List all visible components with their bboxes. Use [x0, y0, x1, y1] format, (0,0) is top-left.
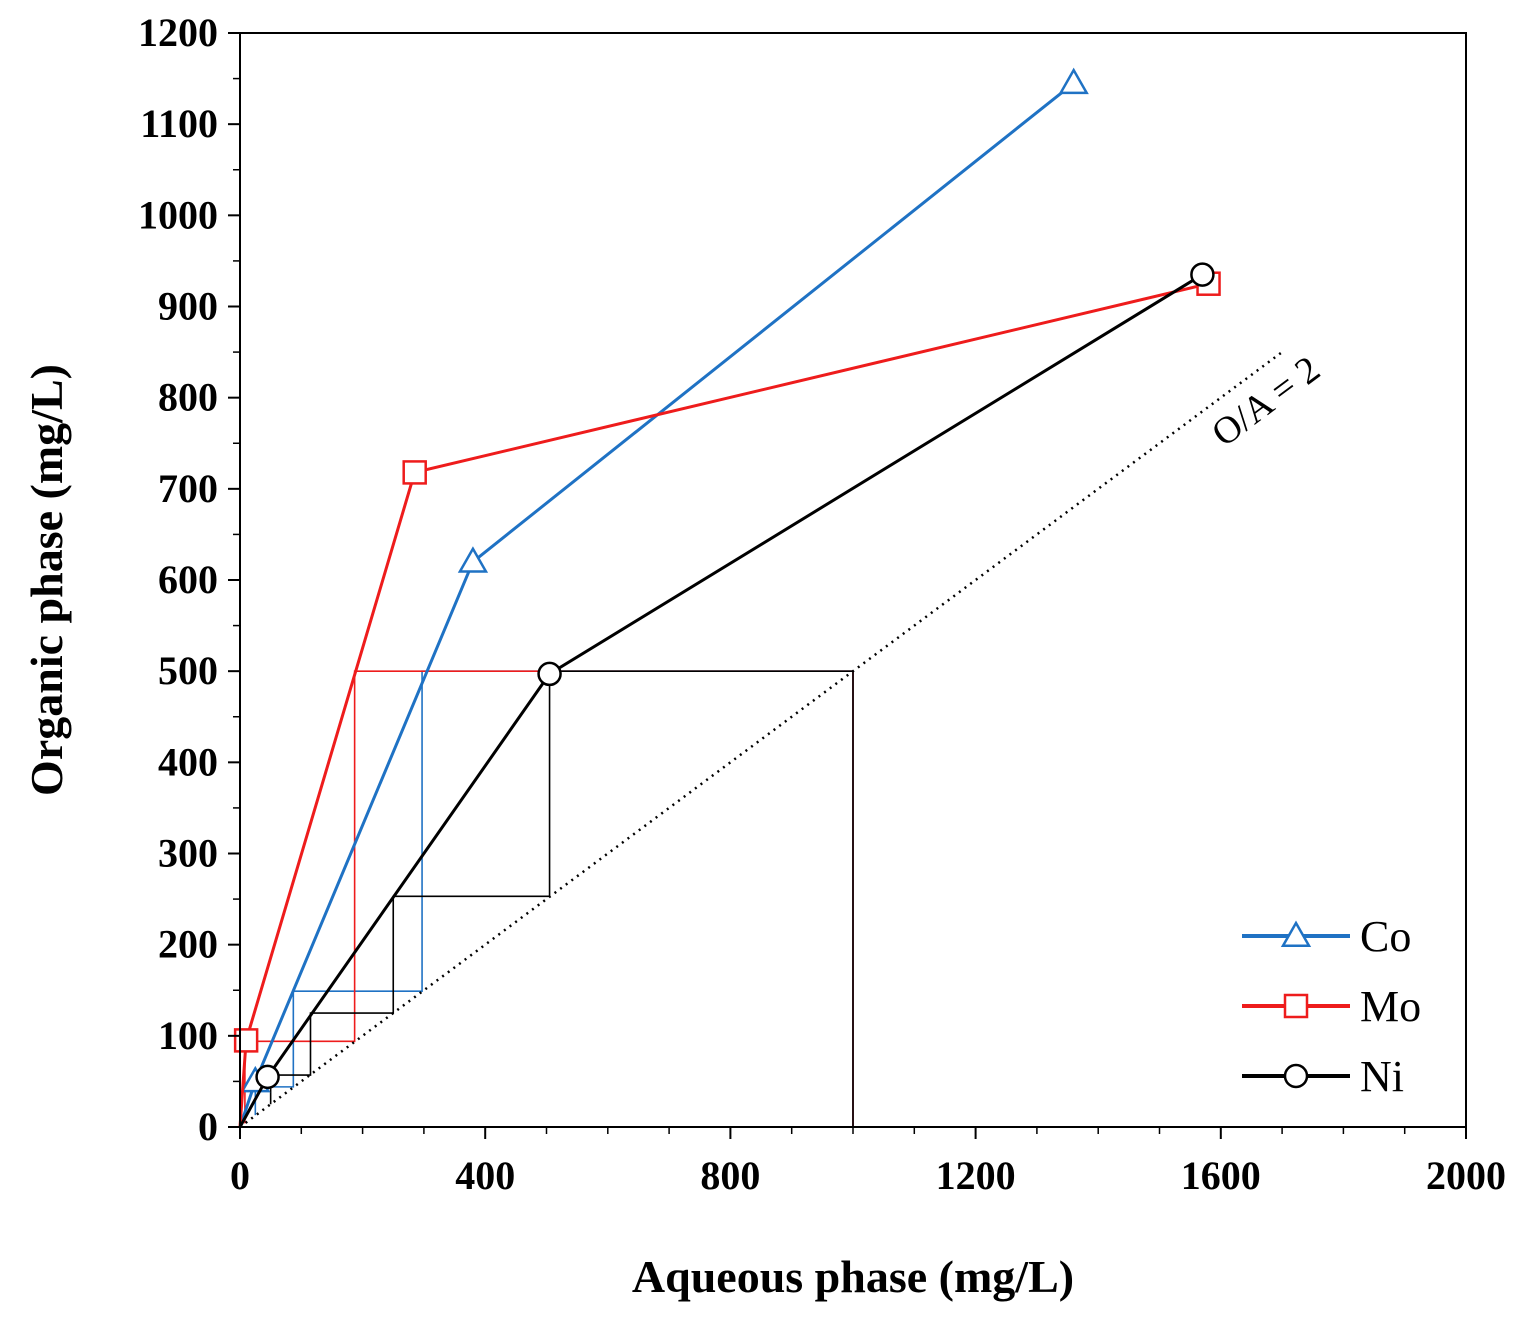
y-tick-label: 400 — [158, 739, 218, 784]
y-tick-label: 0 — [198, 1104, 218, 1149]
y-tick-label: 100 — [158, 1013, 218, 1058]
data-point-co-2 — [457, 546, 489, 573]
data-point-ni-2 — [537, 661, 562, 687]
legend-marker-co — [1280, 920, 1312, 947]
data-point-mo-1 — [233, 1028, 259, 1053]
step-line-ni — [269, 670, 854, 1127]
y-tick-label: 900 — [158, 284, 218, 329]
y-axis-title: Organic phase (mg/L) — [21, 364, 72, 796]
x-tick-label: 0 — [230, 1153, 250, 1198]
series-line-ni — [238, 273, 1204, 1128]
y-tick-label: 1000 — [138, 192, 218, 237]
legend-label-co: Co — [1360, 912, 1411, 961]
axes-layer: 0 400 800 1200 1600 2000 0 100 200 300 400 500 600 70… — [138, 10, 1506, 1198]
data-point-co-3 — [1058, 67, 1089, 95]
series-line-co — [238, 81, 1075, 1128]
y-tick-label: 300 — [158, 831, 218, 876]
data-point-mo-2 — [402, 460, 427, 485]
legend-label-mo: Mo — [1360, 982, 1421, 1031]
data-point-ni-1 — [255, 1064, 280, 1090]
legend-marker-mo — [1283, 993, 1309, 1019]
x-axis-title: Aqueous phase (mg/L) — [632, 1251, 1074, 1302]
operating-line — [239, 351, 1283, 1129]
y-tick-label: 200 — [158, 922, 218, 967]
y-tick-label: 1100 — [140, 101, 218, 146]
legend-label-ni: Ni — [1360, 1052, 1404, 1101]
data-point-ni-3 — [1190, 262, 1215, 287]
operating-line-label: O/A = 2 — [1204, 348, 1328, 455]
y-tick-label: 800 — [158, 375, 218, 420]
series-line-mo — [238, 282, 1209, 1128]
legend-marker-ni — [1283, 1063, 1309, 1089]
x-tick-label: 400 — [455, 1153, 515, 1198]
series-layer — [233, 67, 1221, 1128]
x-tick-label: 2000 — [1426, 1153, 1506, 1198]
y-tick-label: 700 — [158, 466, 218, 511]
x-tick-label: 800 — [700, 1153, 760, 1198]
y-tick-label: 1200 — [138, 10, 218, 55]
step-line-co — [254, 670, 854, 1127]
x-tick-label: 1600 — [1181, 1153, 1261, 1198]
x-tick-label: 1200 — [936, 1153, 1016, 1198]
legend: Co Mo Ni — [1242, 912, 1421, 1101]
y-tick-label: 600 — [158, 557, 218, 602]
y-tick-label: 500 — [158, 648, 218, 693]
operating-line-layer — [239, 351, 1283, 1129]
